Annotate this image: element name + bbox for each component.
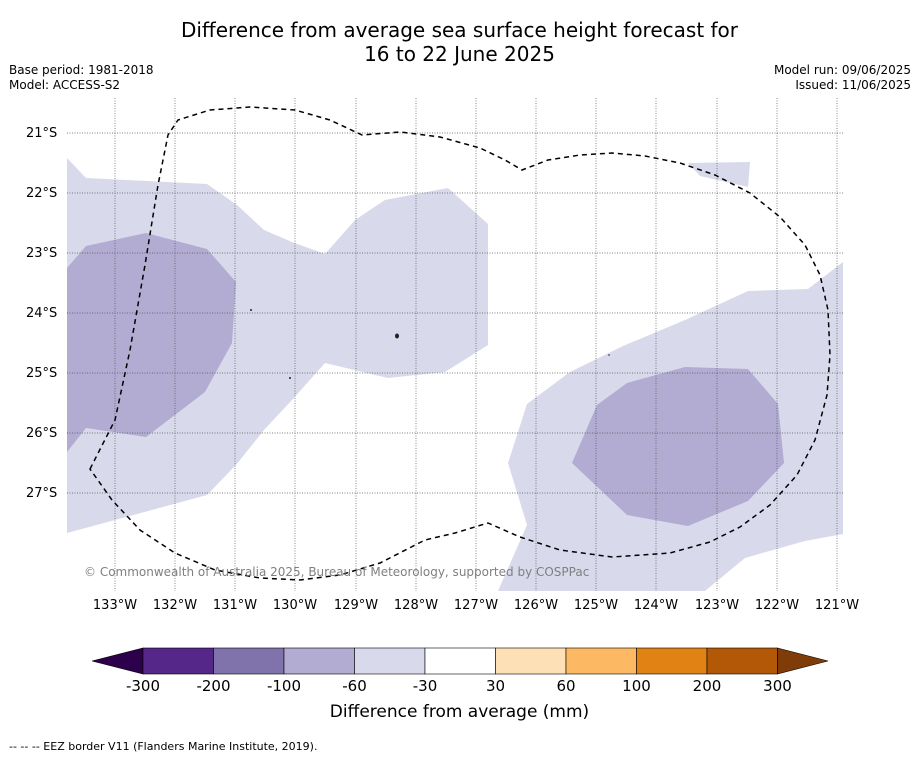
lon-label-124w: 124°W (633, 598, 679, 613)
colorbar-segment-3 (283, 647, 355, 675)
colorbar-tick-label: -200 (196, 677, 231, 695)
model-run: Model run: 09/06/2025 (773, 63, 911, 77)
lat-label-26s: 26°S (26, 426, 58, 441)
metadata-right: Model run: 09/06/2025 Issued: 11/06/2025 (774, 63, 911, 93)
colorbar-extend-high (777, 647, 829, 675)
issued-date: Issued: 11/06/2025 (795, 78, 911, 92)
colorbar (91, 647, 829, 675)
colorbar-tick-label: 100 (622, 677, 651, 695)
colorbar-segment-1 (142, 647, 214, 675)
colorbar-tick-label: 200 (692, 677, 722, 695)
lat-label-22s: 22°S (26, 186, 58, 201)
colorbar-tick-label: -30 (412, 677, 438, 695)
lon-label-126w: 126°W (513, 598, 559, 613)
colorbar-tick-label: -300 (125, 677, 161, 695)
base-period: Base period: 1981-2018 (9, 63, 154, 77)
colorbar-tick-label: 30 (485, 677, 506, 695)
lon-label-132w: 132°W (152, 598, 198, 613)
lon-label-133w: 133°W (92, 598, 138, 613)
lon-label-130w: 130°W (272, 598, 318, 613)
colorbar-tick-label: -100 (266, 677, 302, 695)
colorbar-title: Difference from average (mm) (329, 702, 590, 722)
lon-label-129w: 129°W (333, 598, 379, 613)
lon-label-121w: 121°W (814, 598, 860, 613)
colorbar-segment-2 (213, 647, 285, 675)
lat-label-27s: 27°S (26, 486, 58, 501)
eez-legend-note: -- -- -- EEZ border V11 (Flanders Marine… (9, 740, 318, 753)
graticule (67, 98, 843, 591)
anomaly-region-west-medium (67, 233, 236, 452)
map-title: Difference from average sea surface heig… (0, 18, 919, 66)
lon-label-131w: 131°W (212, 598, 258, 613)
lat-label-24s: 24°S (26, 306, 58, 321)
lat-label-23s: 23°S (26, 246, 58, 261)
colorbar-tick-label: -60 (342, 677, 367, 695)
copyright-notice: © Commonwealth of Australia 2025, Bureau… (84, 565, 590, 579)
colorbar-tick-label: 60 (556, 677, 576, 695)
anomaly-region-east-medium (572, 367, 784, 526)
anomaly-region-northeast-light (688, 162, 750, 187)
colorbar-segment-7 (565, 647, 637, 675)
colorbar-segment-6 (495, 647, 567, 675)
lat-label-25s: 25°S (26, 366, 58, 381)
colorbar-segment-8 (636, 647, 708, 675)
eez-border (89, 106, 831, 581)
lat-label-21s: 21°S (26, 126, 58, 141)
lon-label-127w: 127°W (453, 598, 499, 613)
lon-label-123w: 123°W (694, 598, 740, 613)
colorbar-segment-5 (424, 647, 496, 675)
colorbar-segment-9 (706, 647, 778, 675)
title-line-2: 16 to 22 June 2025 (364, 42, 555, 66)
island-markers (250, 309, 610, 379)
metadata-left: Base period: 1981-2018 Model: ACCESS-S2 (9, 63, 154, 93)
lon-label-125w: 125°W (573, 598, 619, 613)
model-name: Model: ACCESS-S2 (9, 78, 121, 92)
colorbar-extend-low (91, 647, 144, 675)
colorbar-segment-4 (354, 647, 426, 675)
lon-label-128w: 128°W (393, 598, 439, 613)
colorbar-tick-label: 300 (763, 677, 792, 695)
title-line-1: Difference from average sea surface heig… (180, 18, 739, 42)
lon-label-122w: 122°W (754, 598, 800, 613)
